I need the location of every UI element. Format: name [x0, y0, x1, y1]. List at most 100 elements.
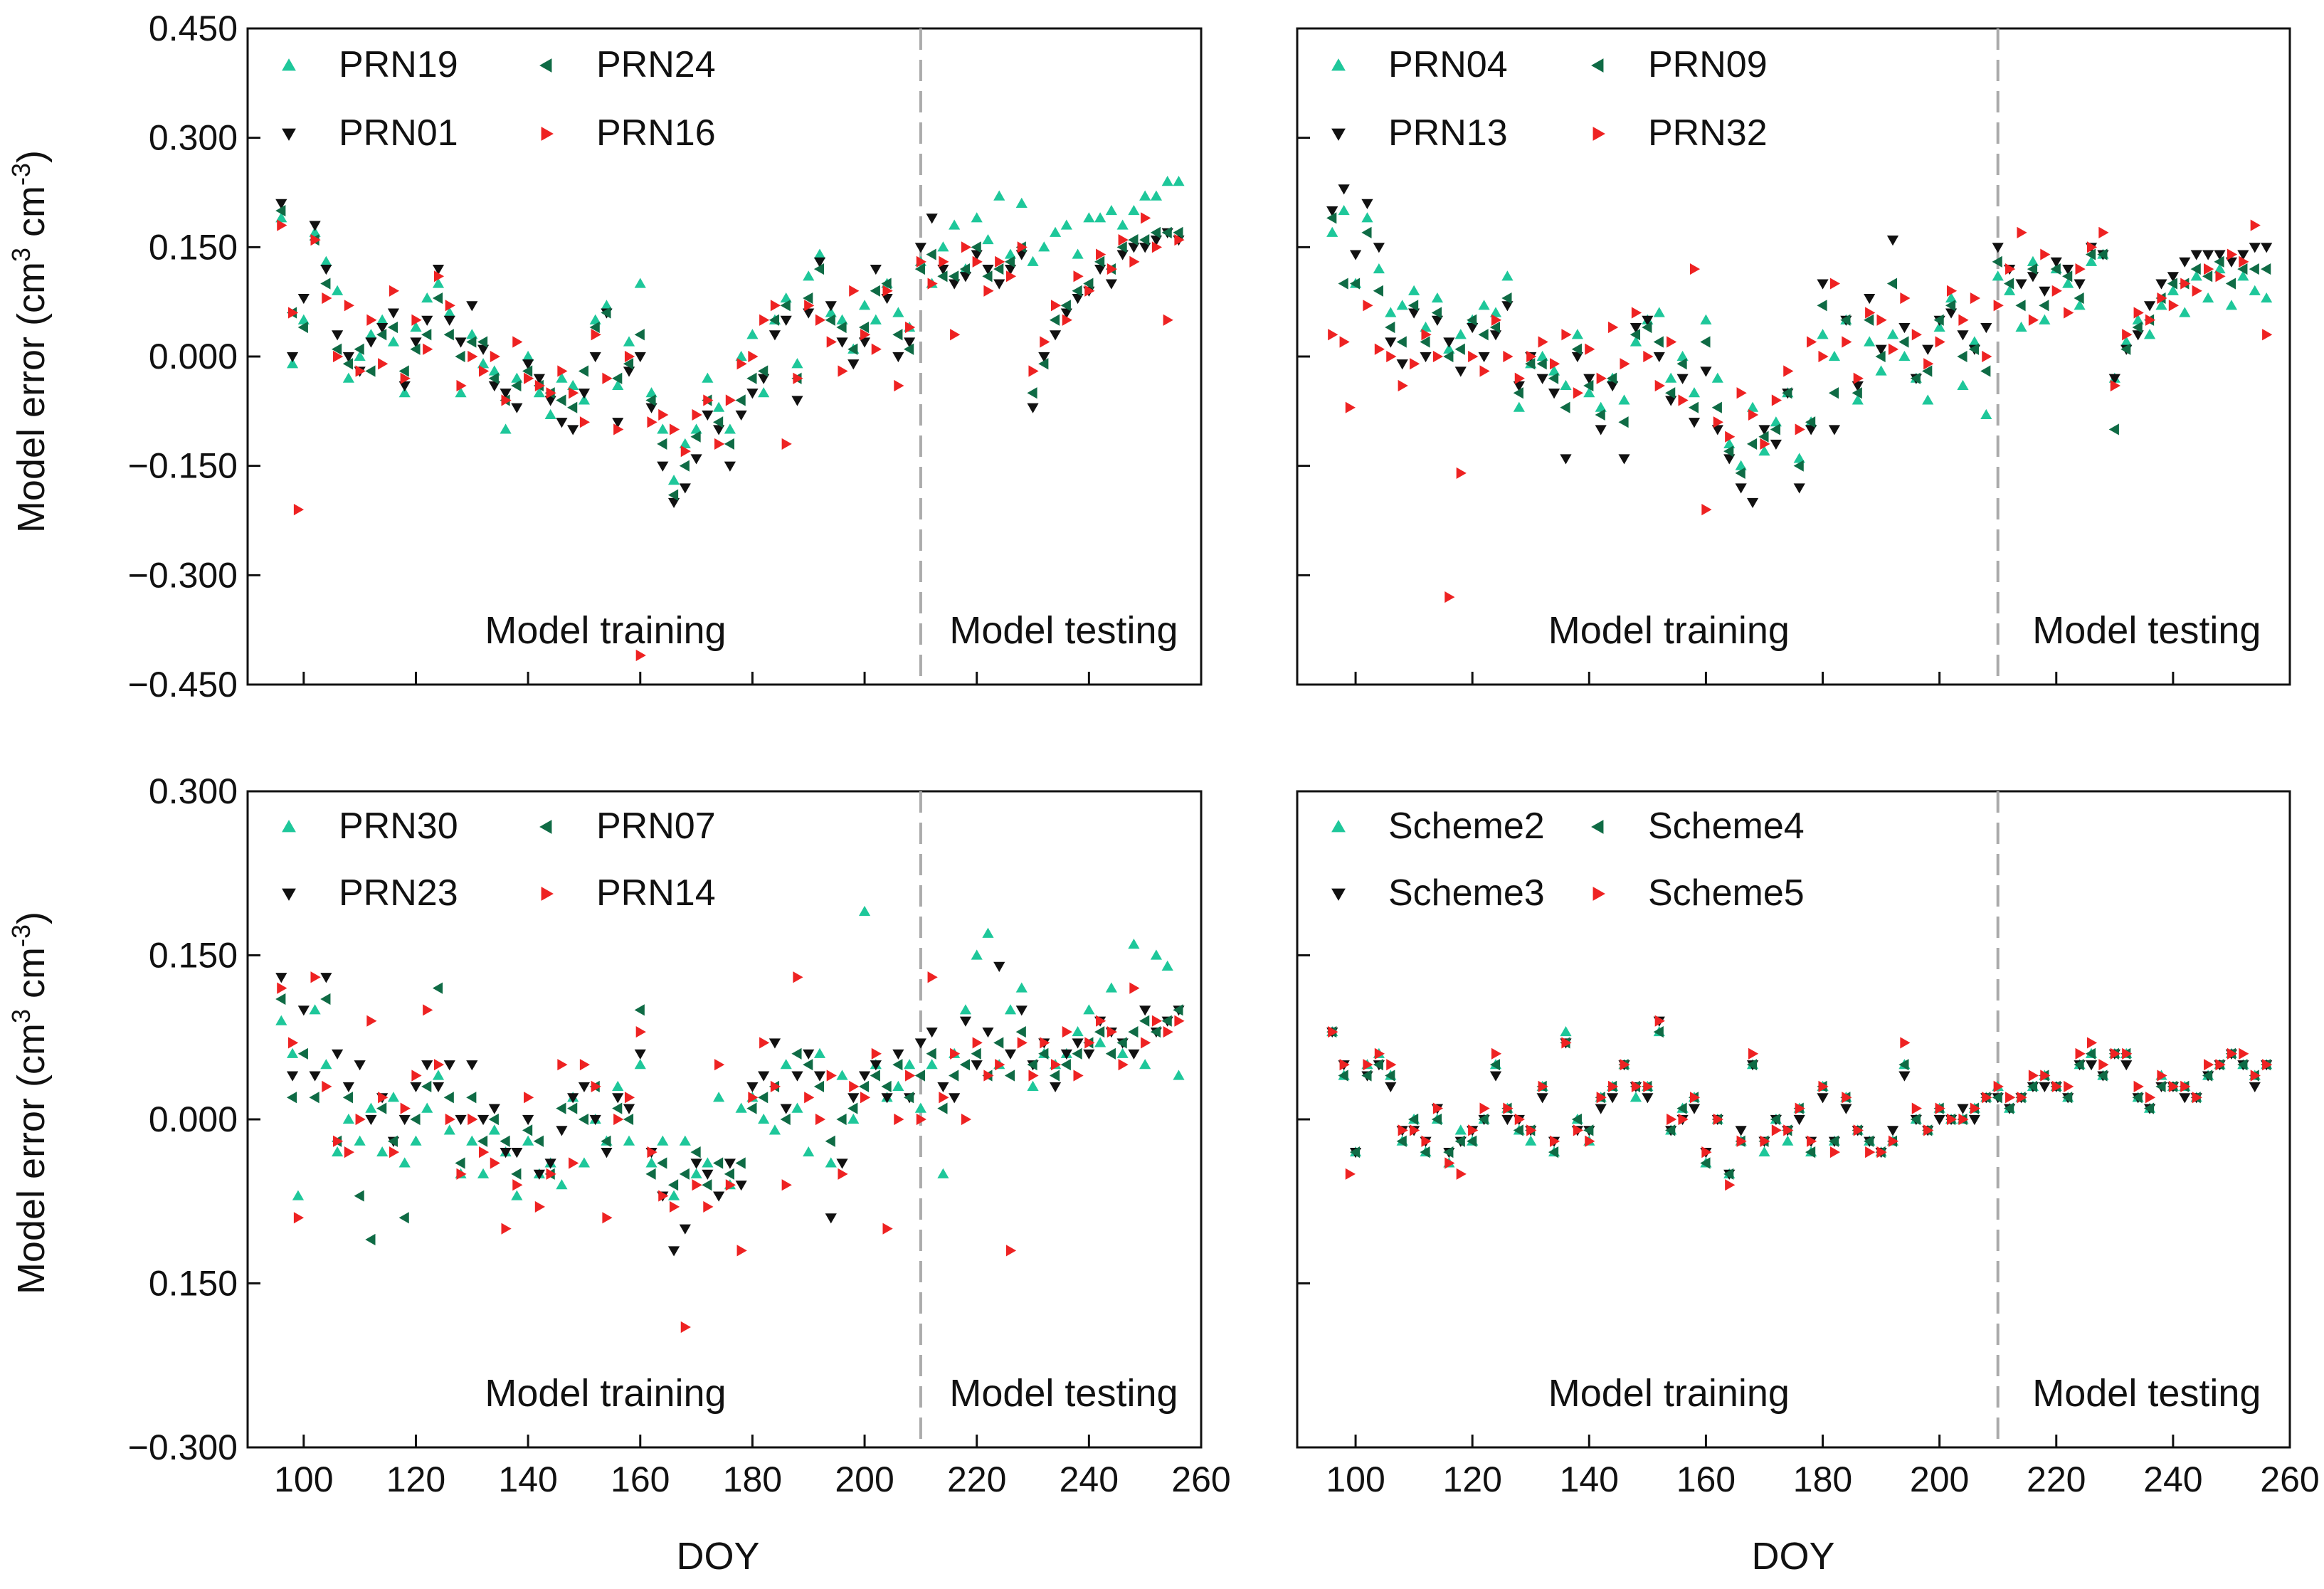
- data-point: [993, 190, 1005, 201]
- data-point: [1853, 1124, 1864, 1136]
- data-point: [679, 1224, 691, 1235]
- data-point: [950, 1047, 961, 1060]
- data-point: [1783, 1124, 1794, 1136]
- data-point: [1118, 1059, 1129, 1071]
- data-point: [511, 379, 522, 392]
- data-point: [735, 1181, 747, 1191]
- data-point: [1420, 321, 1432, 332]
- data-point: [1139, 233, 1150, 246]
- data-point: [2262, 329, 2273, 341]
- data-point: [634, 1059, 646, 1070]
- data-point: [881, 1080, 892, 1092]
- data-point: [2143, 301, 2156, 312]
- data-point: [1017, 241, 1028, 253]
- data-point: [556, 1179, 568, 1190]
- data-point: [578, 1113, 589, 1126]
- data-point: [1911, 1102, 1922, 1114]
- data-point: [2249, 263, 2259, 275]
- data-point: [2155, 279, 2167, 290]
- legend-label: PRN13: [1388, 112, 1508, 154]
- legend-label: PRN32: [1648, 112, 1768, 154]
- data-point: [2050, 263, 2061, 275]
- data-point: [1957, 330, 1969, 341]
- data-point: [892, 1059, 903, 1071]
- data-point: [522, 1135, 534, 1146]
- data-point: [1865, 307, 1876, 319]
- data-point: [2192, 1092, 2202, 1104]
- data-point: [669, 423, 680, 435]
- data-point: [1653, 352, 1665, 363]
- data-point: [892, 329, 903, 341]
- data-point: [342, 1113, 354, 1124]
- data-point: [647, 1146, 657, 1158]
- data-point: [892, 1080, 904, 1091]
- data-point: [1072, 1038, 1084, 1049]
- data-point: [635, 649, 646, 662]
- data-point: [746, 372, 757, 384]
- data-point: [1478, 1113, 1489, 1126]
- data-point: [1583, 379, 1594, 392]
- data-point: [645, 403, 657, 413]
- data-point: [387, 308, 400, 319]
- data-point: [1571, 343, 1582, 355]
- data-point: [1385, 1082, 1397, 1092]
- data-point: [1805, 425, 1817, 435]
- phase-label-testing: Model testing: [949, 1372, 1178, 1415]
- data-point: [387, 1135, 398, 1147]
- data-point: [1958, 314, 1969, 326]
- data-point: [1573, 387, 1583, 399]
- data-point: [768, 314, 780, 326]
- data-point: [1760, 1135, 1770, 1147]
- data-point: [1700, 1157, 1711, 1169]
- data-point: [2132, 1092, 2143, 1104]
- data-point: [2157, 292, 2167, 305]
- x-tick-label: 260: [1171, 1459, 1230, 1499]
- data-point: [376, 322, 389, 334]
- data-point: [1062, 1025, 1072, 1038]
- data-point: [791, 358, 803, 369]
- data-point: [780, 1113, 791, 1126]
- legend-entry-scheme5: Scheme5: [1593, 872, 1805, 914]
- data-point: [1654, 1015, 1665, 1027]
- y-tick-label: 0.150: [149, 1264, 238, 1304]
- data-point: [2190, 263, 2201, 275]
- data-point: [1711, 372, 1723, 383]
- data-point: [2202, 1070, 2213, 1082]
- data-point: [1560, 401, 1570, 413]
- data-point: [1992, 243, 2004, 253]
- data-point: [1105, 279, 1117, 290]
- data-point: [2227, 1047, 2238, 1060]
- data-point: [2143, 1102, 2155, 1114]
- data-point: [881, 1093, 893, 1104]
- data-point: [1420, 336, 1430, 348]
- data-point: [870, 1070, 880, 1082]
- data-point: [567, 379, 579, 391]
- y-tick-label: −0.300: [128, 555, 238, 595]
- phase-label-testing: Model testing: [949, 609, 1178, 652]
- data-point: [1560, 1025, 1572, 1037]
- data-point: [724, 461, 736, 472]
- data-point: [982, 927, 994, 938]
- data-point: [398, 387, 411, 398]
- data-point: [2145, 314, 2156, 326]
- data-point: [971, 212, 983, 223]
- y-tick-label: −0.300: [128, 1427, 238, 1467]
- data-point: [2086, 1037, 2098, 1049]
- legend-marker: [282, 888, 296, 901]
- data-point: [623, 366, 635, 377]
- data-point: [1349, 1146, 1361, 1158]
- data-point: [1139, 1015, 1150, 1027]
- data-point: [926, 1059, 938, 1070]
- data-point: [342, 352, 354, 363]
- data-point: [1736, 1135, 1747, 1147]
- data-point: [1096, 248, 1106, 260]
- data-point: [1443, 343, 1455, 354]
- data-point: [1957, 1104, 1969, 1114]
- data-point: [293, 1212, 305, 1224]
- data-point: [410, 343, 421, 355]
- data-point: [1711, 401, 1722, 413]
- data-point: [1374, 343, 1385, 355]
- data-point: [1050, 1059, 1062, 1071]
- data-point: [725, 1179, 736, 1191]
